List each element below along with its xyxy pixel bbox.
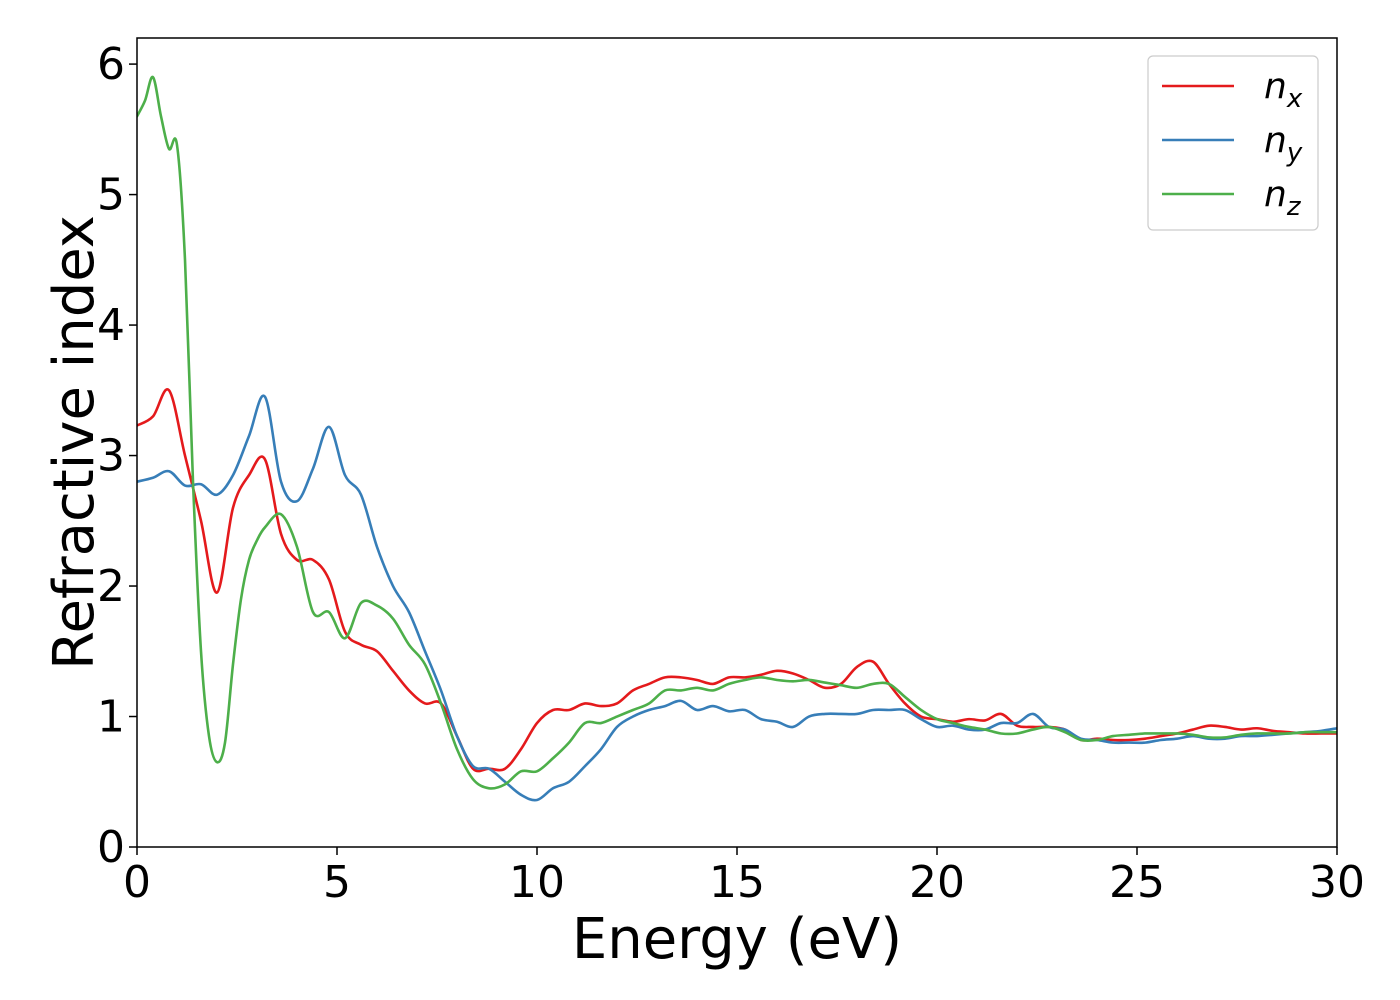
series-line-nz — [137, 75, 1337, 790]
axis-ticks: 0 5 10 15 20 25 30 0 1 2 3 4 5 6 — [97, 39, 1365, 908]
x-axis-label: Energy (eV) — [572, 907, 902, 972]
y-tick-label: 6 — [97, 39, 125, 90]
legend-label-nz: nz — [1264, 174, 1302, 222]
series-line-ny — [137, 394, 1337, 802]
x-tick-label: 15 — [709, 857, 765, 908]
series-line-nx — [137, 388, 1337, 773]
y-tick-label: 0 — [97, 822, 125, 873]
x-tick-label: 25 — [1109, 857, 1165, 908]
y-tick-label: 5 — [97, 170, 125, 221]
x-tick-label: 30 — [1309, 857, 1365, 908]
x-tick-label: 20 — [909, 857, 965, 908]
y-tick-label: 1 — [97, 692, 125, 743]
legend-label-nx: nx — [1264, 66, 1303, 114]
x-tick-label: 5 — [323, 857, 351, 908]
y-tick-label: 2 — [97, 561, 125, 612]
y-tick-label: 3 — [97, 431, 125, 482]
legend-box — [1147, 55, 1319, 231]
legend: nx ny nz — [1147, 55, 1319, 231]
legend-label-ny: ny — [1264, 120, 1303, 168]
x-tick-label: 10 — [509, 857, 565, 908]
series-lines — [137, 75, 1337, 802]
y-tick-label: 4 — [97, 300, 125, 351]
y-axis-label: Refractive index — [42, 215, 107, 670]
x-tick-label: 0 — [123, 857, 151, 908]
